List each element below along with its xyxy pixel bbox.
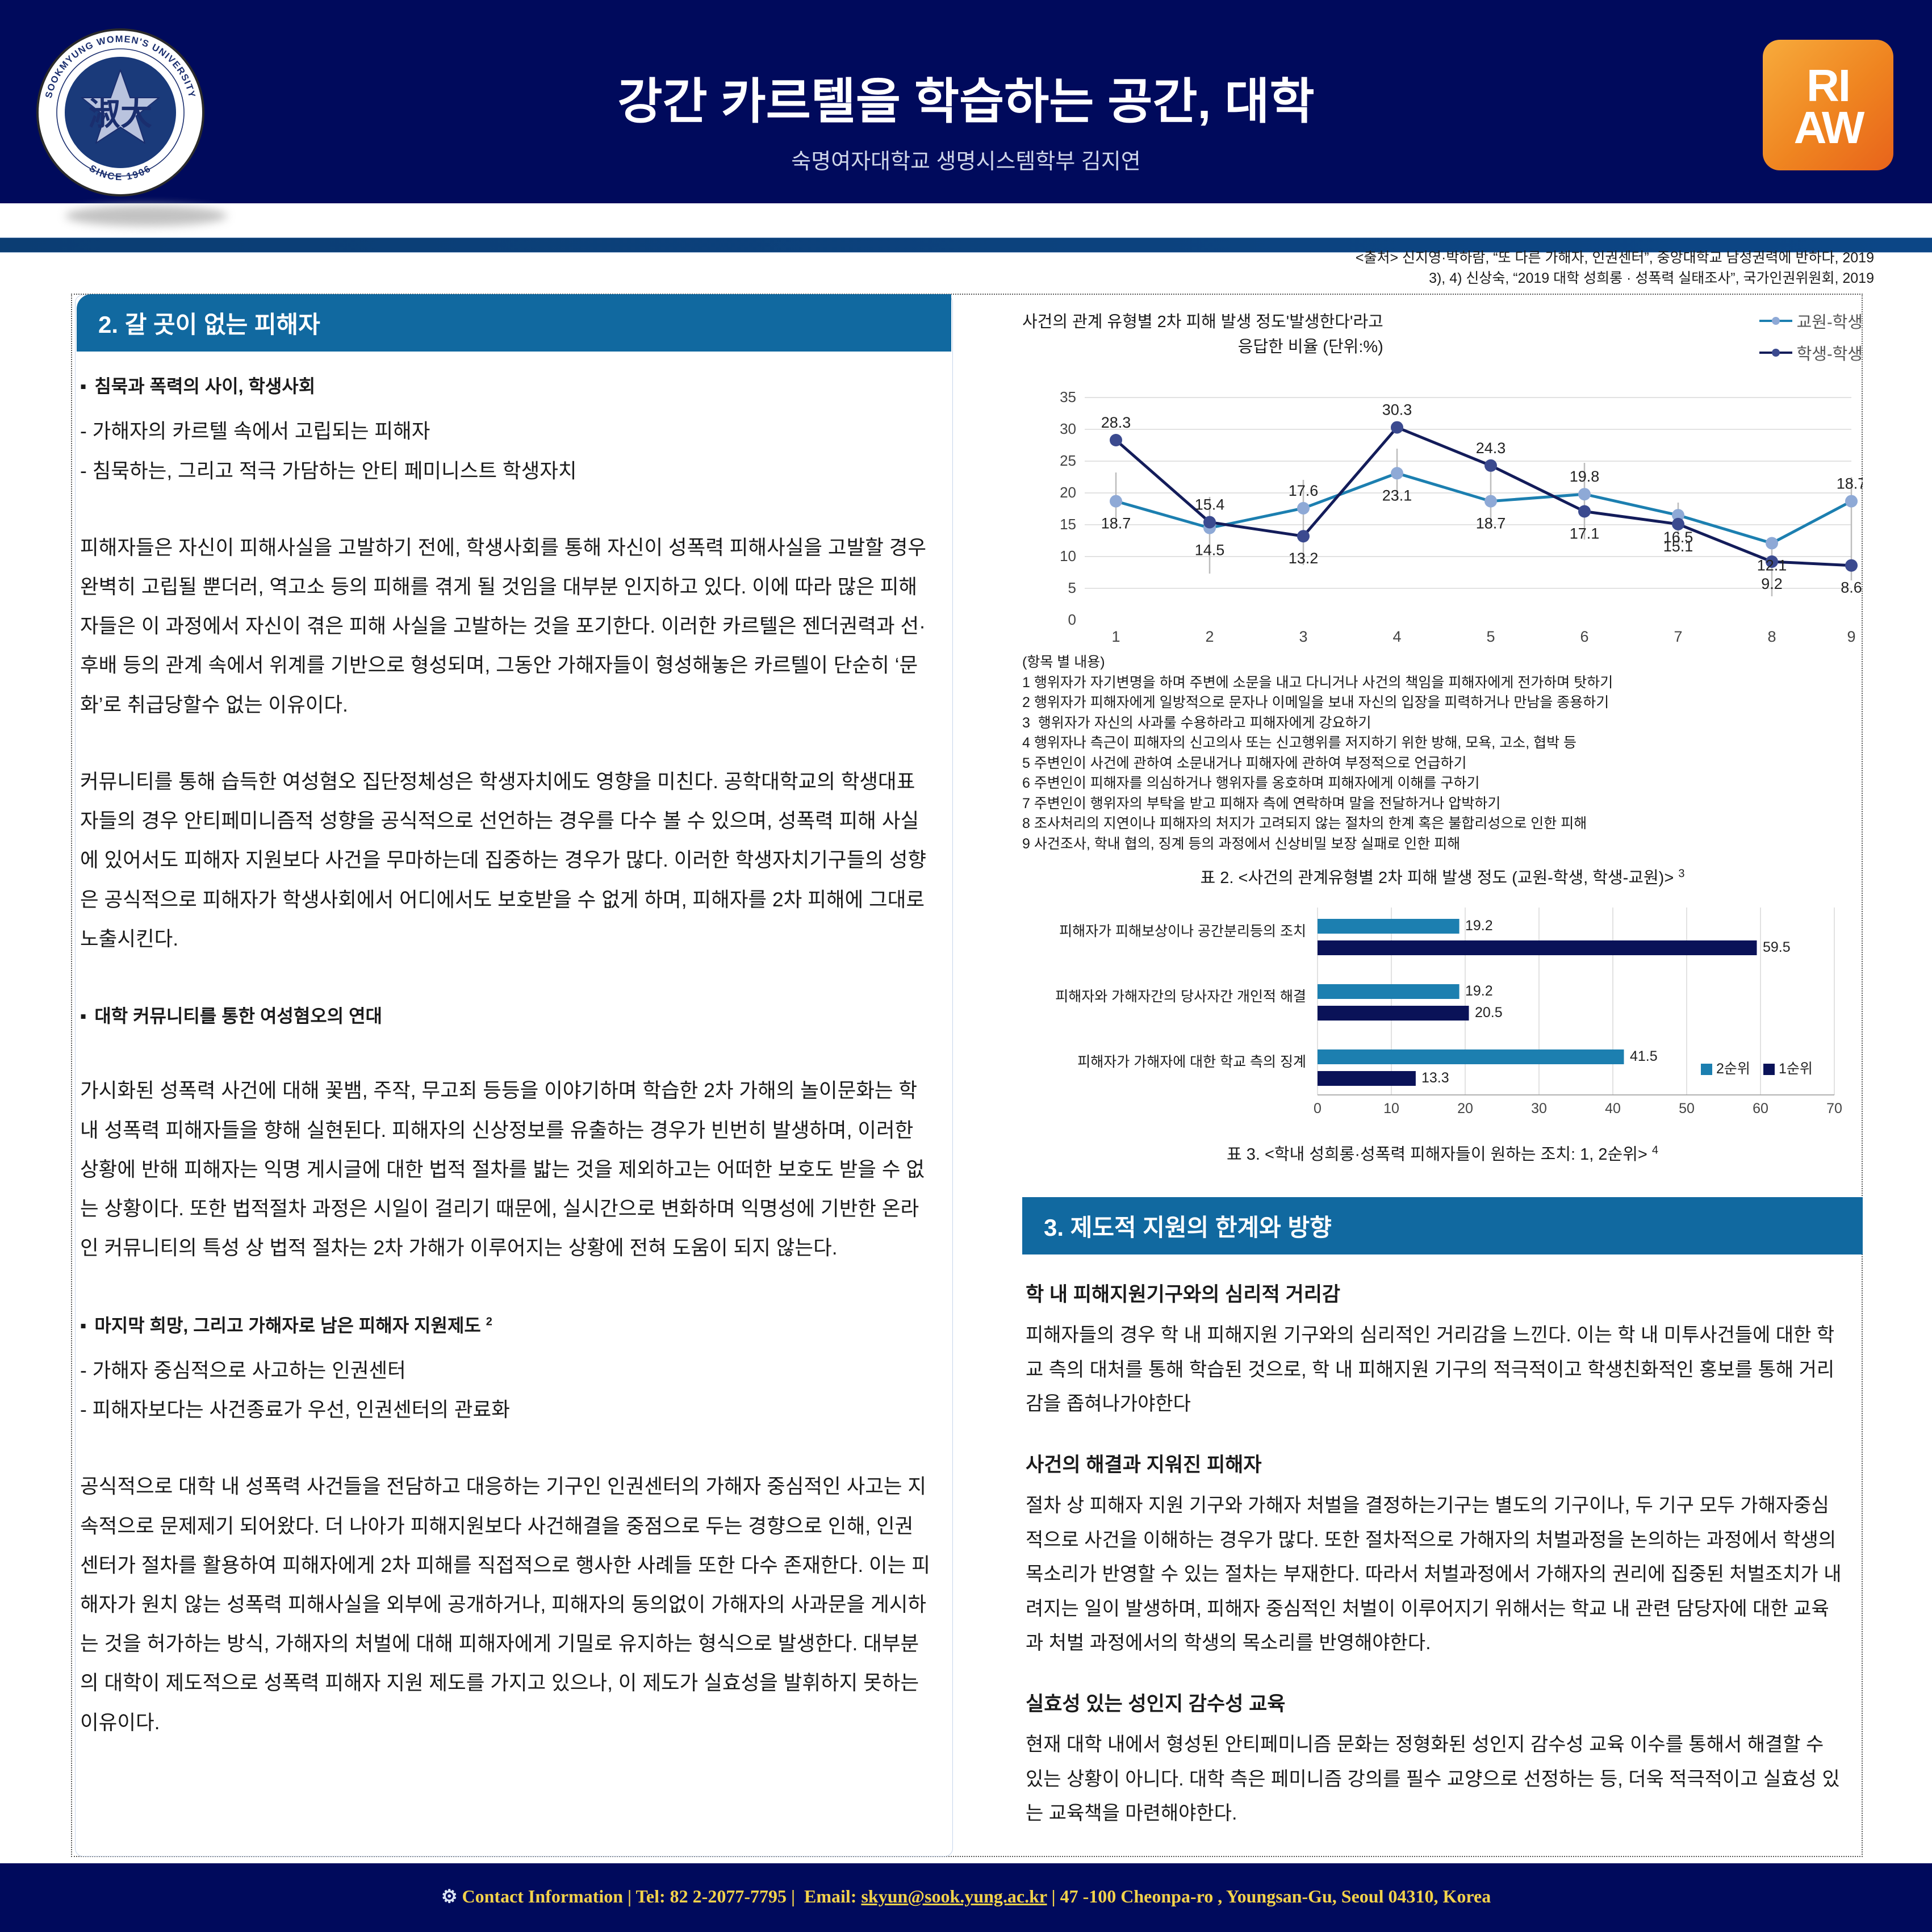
- svg-text:13.3: 13.3: [1421, 1070, 1449, 1086]
- svg-text:15.4: 15.4: [1195, 496, 1225, 513]
- svg-text:18.7: 18.7: [1101, 515, 1131, 532]
- svg-text:13.2: 13.2: [1289, 550, 1319, 567]
- svg-text:20.5: 20.5: [1475, 1005, 1503, 1021]
- svg-text:20: 20: [1060, 484, 1076, 501]
- svg-text:23.1: 23.1: [1382, 487, 1412, 504]
- svg-text:10: 10: [1383, 1101, 1399, 1116]
- svg-text:피해자가 가해자에 대한 학교 측의 징계: 피해자가 가해자에 대한 학교 측의 징계: [1077, 1054, 1306, 1070]
- svg-text:0: 0: [1314, 1101, 1322, 1116]
- svg-text:40: 40: [1605, 1101, 1621, 1116]
- svg-text:9.2: 9.2: [1761, 575, 1783, 592]
- svg-text:35: 35: [1060, 388, 1076, 405]
- svg-text:피해자와 가해자간의 당사자간 개인적 해결: 피해자와 가해자간의 당사자간 개인적 해결: [1055, 989, 1306, 1005]
- svg-text:28.3: 28.3: [1101, 414, 1131, 431]
- svg-text:30: 30: [1060, 420, 1076, 437]
- svg-text:3: 3: [1299, 628, 1307, 645]
- svg-text:24.3: 24.3: [1476, 440, 1506, 457]
- svg-text:17.1: 17.1: [1570, 525, 1600, 542]
- svg-text:20: 20: [1457, 1101, 1473, 1116]
- svg-text:14.5: 14.5: [1195, 542, 1225, 559]
- svg-text:15: 15: [1060, 516, 1076, 533]
- svg-text:AW: AW: [1794, 102, 1865, 153]
- svg-text:19.8: 19.8: [1570, 468, 1600, 485]
- svg-text:25: 25: [1060, 452, 1076, 469]
- svg-text:50: 50: [1679, 1101, 1695, 1116]
- svg-text:9: 9: [1847, 628, 1855, 645]
- svg-text:18.7: 18.7: [1476, 515, 1506, 532]
- svg-text:5: 5: [1068, 579, 1076, 596]
- svg-text:1순위: 1순위: [1779, 1061, 1813, 1077]
- svg-text:7: 7: [1674, 628, 1682, 645]
- svg-text:15.1: 15.1: [1663, 538, 1693, 555]
- svg-text:17.6: 17.6: [1289, 482, 1319, 499]
- svg-text:70: 70: [1826, 1101, 1842, 1116]
- svg-text:8: 8: [1767, 628, 1776, 645]
- svg-text:0: 0: [1068, 611, 1076, 628]
- svg-text:59.5: 59.5: [1763, 939, 1791, 955]
- svg-text:4: 4: [1392, 628, 1401, 645]
- svg-text:60: 60: [1753, 1101, 1768, 1116]
- svg-text:30.3: 30.3: [1382, 402, 1412, 419]
- svg-text:2순위: 2순위: [1716, 1061, 1750, 1077]
- svg-text:12.1: 12.1: [1757, 557, 1787, 574]
- svg-text:19.2: 19.2: [1465, 983, 1493, 999]
- svg-text:30: 30: [1531, 1101, 1547, 1116]
- svg-text:피해자가 피해보상이나 공간분리등의 조치: 피해자가 피해보상이나 공간분리등의 조치: [1059, 923, 1306, 939]
- svg-text:5: 5: [1486, 628, 1495, 645]
- svg-text:19.2: 19.2: [1465, 918, 1493, 934]
- svg-text:8.6: 8.6: [1841, 579, 1862, 596]
- svg-text:10: 10: [1060, 547, 1076, 564]
- svg-text:41.5: 41.5: [1630, 1048, 1658, 1064]
- svg-text:2: 2: [1205, 628, 1214, 645]
- svg-text:6: 6: [1580, 628, 1588, 645]
- svg-text:18.7: 18.7: [1837, 475, 1863, 492]
- svg-text:1: 1: [1111, 628, 1120, 645]
